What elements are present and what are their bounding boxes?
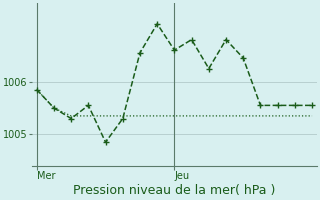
X-axis label: Pression niveau de la mer( hPa ): Pression niveau de la mer( hPa ) — [73, 184, 276, 197]
